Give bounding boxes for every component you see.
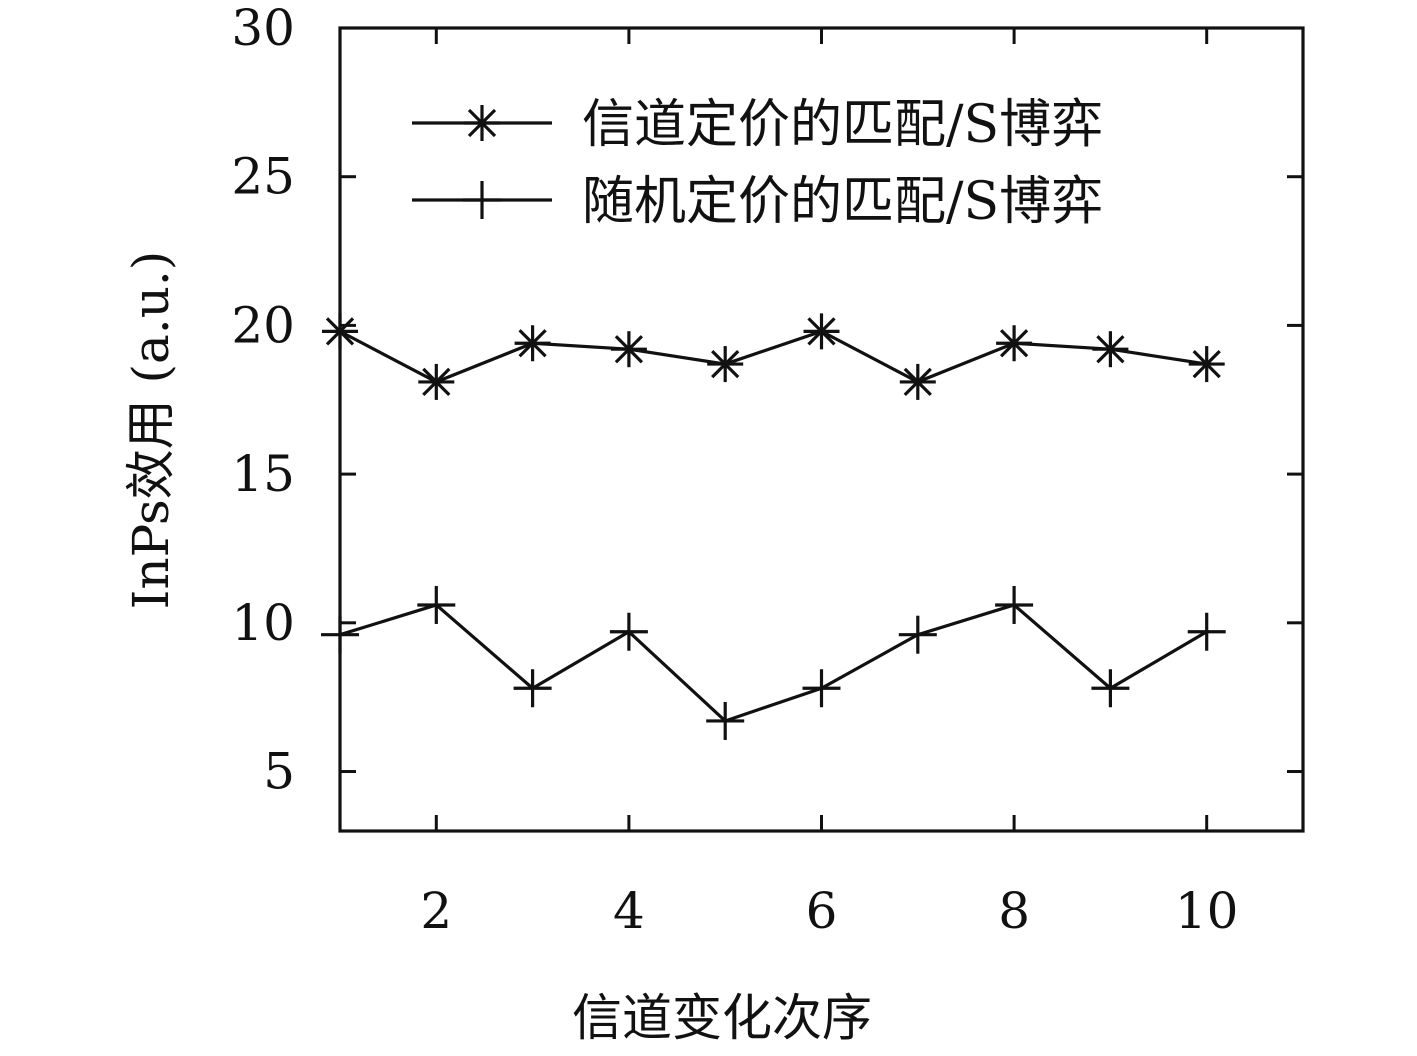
data-point-0-0 xyxy=(322,313,358,350)
data-point-1-9 xyxy=(1187,612,1226,651)
x-tick-label-4: 10 xyxy=(1175,882,1239,940)
data-point-1-6 xyxy=(898,615,937,654)
x-tick-label-0: 2 xyxy=(420,882,452,940)
legend-marker-glyph-1 xyxy=(463,181,501,219)
y-tick-label-1: 10 xyxy=(231,594,295,652)
data-point-0-9 xyxy=(1188,346,1225,383)
y-tick-label-5: 30 xyxy=(231,0,295,57)
series-line-0 xyxy=(339,329,1207,384)
data-point-0-6 xyxy=(899,363,936,400)
x-axis: 2 4 6 8 10 xyxy=(420,28,1239,940)
y-axis-title: InPs效用 (a.u.) xyxy=(122,251,180,610)
legend: 信道定价的匹配/S博弈 随机定价的匹配/S博弈 xyxy=(412,95,1103,232)
series-layer xyxy=(321,313,1226,740)
data-point-0-7 xyxy=(996,325,1033,362)
y-axis: 5 10 15 20 25 30 xyxy=(231,0,1303,801)
data-point-0-5 xyxy=(803,313,840,350)
x-tick-label-3: 8 xyxy=(998,882,1030,940)
legend-marker-asterisk xyxy=(464,105,500,141)
data-point-0-2 xyxy=(514,325,551,362)
data-point-1-1 xyxy=(417,585,456,624)
data-point-1-4 xyxy=(706,701,745,740)
legend-marker-glyph-0 xyxy=(464,105,500,141)
y-tick-label-0: 5 xyxy=(263,743,295,801)
series-1 xyxy=(321,585,1226,740)
legend-label-1: 随机定价的匹配/S博弈 xyxy=(582,172,1103,232)
x-tick-label-1: 4 xyxy=(613,882,645,940)
legend-marker-plus xyxy=(463,181,501,219)
series-0 xyxy=(322,313,1225,400)
data-point-1-2 xyxy=(513,669,552,708)
data-point-0-1 xyxy=(418,363,455,400)
y-tick-label-3: 20 xyxy=(231,296,295,354)
data-point-0-8 xyxy=(1092,331,1129,368)
series-line-1 xyxy=(339,603,1208,723)
data-point-0-4 xyxy=(707,346,744,383)
data-point-1-8 xyxy=(1091,669,1130,708)
data-point-0-3 xyxy=(610,331,647,368)
data-point-1-5 xyxy=(802,669,841,708)
legend-entry-1: 随机定价的匹配/S博弈 xyxy=(412,172,1103,232)
legend-label-0: 信道定价的匹配/S博弈 xyxy=(582,95,1103,155)
data-point-1-0 xyxy=(321,615,359,654)
y-tick-label-2: 15 xyxy=(231,445,295,503)
data-point-1-3 xyxy=(609,612,648,651)
x-tick-label-2: 6 xyxy=(806,882,838,940)
x-axis-title: 信道变化次序 xyxy=(572,989,872,1047)
y-tick-label-4: 25 xyxy=(231,148,295,206)
data-point-1-7 xyxy=(995,585,1034,624)
legend-entry-0: 信道定价的匹配/S博弈 xyxy=(412,95,1103,155)
